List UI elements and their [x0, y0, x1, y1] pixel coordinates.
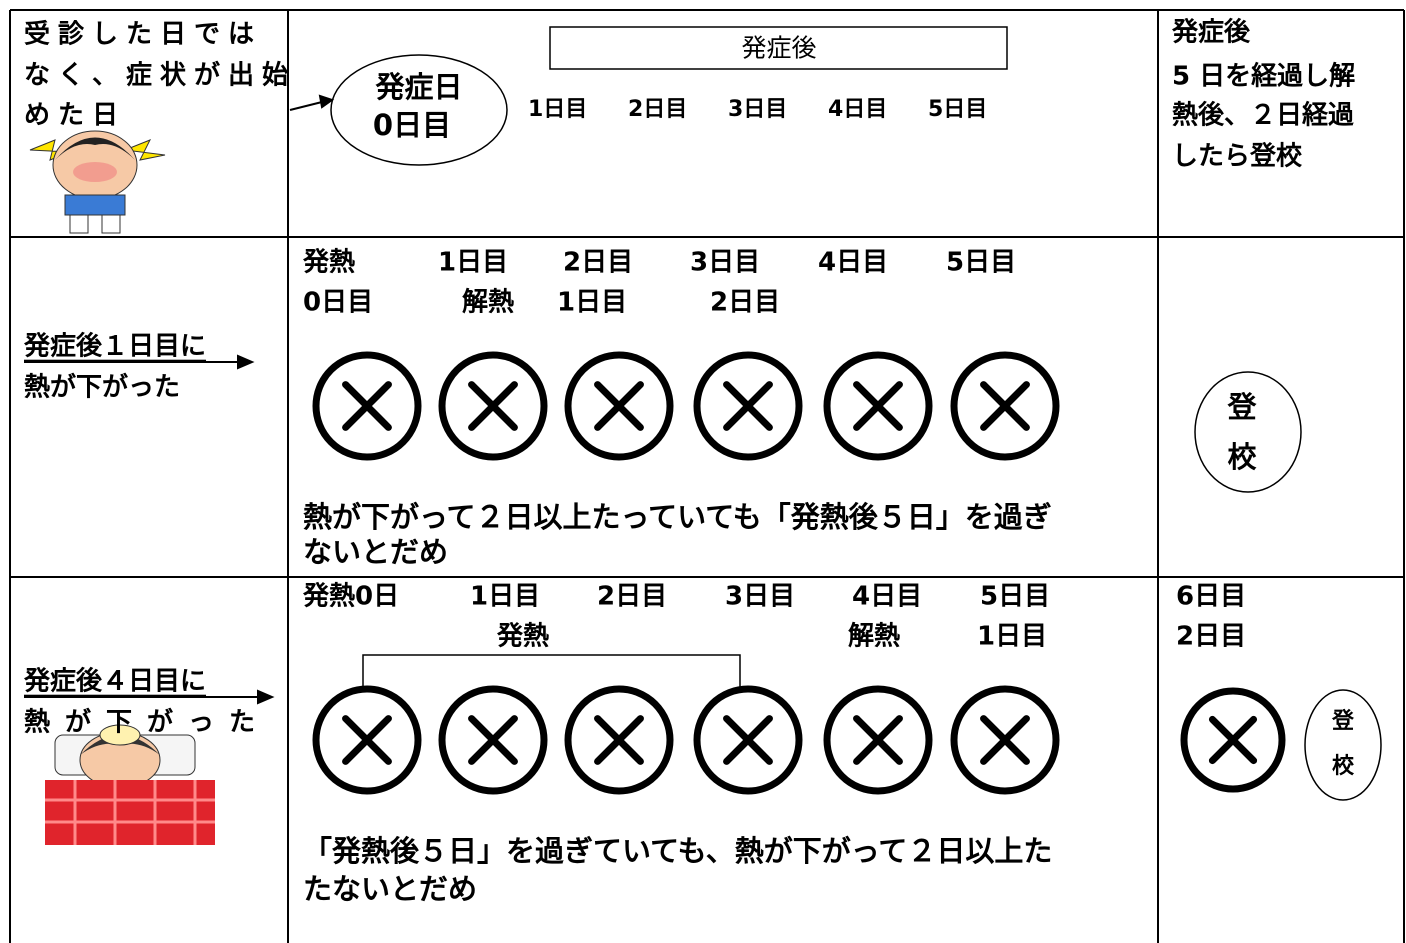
sub-label: 解熱: [462, 287, 515, 318]
x-circle: [1180, 687, 1286, 793]
x-circle: [693, 351, 803, 461]
onset-ellipse: [330, 54, 508, 166]
x-marks: [312, 351, 1286, 795]
day-label: 4日目: [852, 581, 923, 612]
day-label: 発熱0日: [303, 581, 400, 612]
day-label: 1日目: [528, 96, 588, 122]
day-label: 2日目: [597, 581, 668, 612]
result-text: 6日目: [1176, 581, 1247, 612]
badge-ellipse: [1304, 689, 1382, 801]
day-label: 5日目: [946, 247, 1017, 278]
x-circle: [438, 351, 548, 461]
result-text: 発症後: [1172, 17, 1251, 48]
day-label: 3日目: [725, 581, 796, 612]
onset-label: 発症日: [375, 70, 463, 105]
note-text: ないとだめ: [303, 535, 449, 570]
sub-label: 2日目: [710, 287, 781, 318]
result-text: 2日目: [1176, 621, 1247, 652]
fever-bracket: [362, 654, 741, 688]
badge-ellipse: [1194, 371, 1302, 493]
day-label: 5日目: [980, 581, 1051, 612]
header-label: 発症後: [741, 33, 817, 63]
x-circle: [564, 685, 674, 795]
day-label: 2日目: [628, 96, 688, 122]
sub-label: 発熱: [497, 621, 550, 652]
x-circle: [950, 351, 1060, 461]
x-circle: [693, 685, 803, 795]
header-box: [549, 26, 1008, 70]
day-label: 5日目: [928, 96, 988, 122]
note-text: 「発熱後５日」を過ぎていても、熱が下がって２日以上た: [303, 834, 1053, 869]
condition-text: 熱が下がった: [24, 372, 181, 403]
x-circle: [950, 685, 1060, 795]
boy-icon: [29, 130, 166, 234]
day-label: 3日目: [690, 247, 761, 278]
condition-text: めた日: [24, 100, 127, 131]
note-text: たないとだめ: [303, 872, 478, 907]
x-circle: [564, 351, 674, 461]
day-label: 4日目: [818, 247, 889, 278]
badge-text: 登: [1331, 708, 1355, 734]
sub-label: 解熱: [848, 621, 901, 652]
badge-text: 校: [1227, 440, 1257, 475]
x-circle: [823, 351, 933, 461]
onset-label: 0日目: [372, 108, 452, 143]
day-label: 1日目: [438, 247, 509, 278]
condition-text: 発症後１日目に: [24, 331, 207, 362]
condition-text: 受診した日では: [24, 19, 263, 50]
table-grid: [9, 9, 1405, 943]
x-circle: [312, 351, 422, 461]
condition-text: 発症後４日目に: [24, 666, 207, 697]
x-circle: [823, 685, 933, 795]
result-text: 熱後、２日経過: [1172, 100, 1355, 131]
result-text: 5 日を経過し解: [1172, 61, 1356, 92]
day-label: 4日目: [828, 96, 888, 122]
day-label: 発熱: [303, 247, 356, 278]
x-circle: [312, 685, 422, 795]
day-label: 3日目: [728, 96, 788, 122]
sub-label: 0日目: [303, 287, 374, 318]
sub-label: 1日目: [977, 621, 1048, 652]
day-label: 1日目: [470, 581, 541, 612]
x-circle: [438, 685, 548, 795]
result-text: したら登校: [1172, 141, 1303, 172]
condition-text: 熱が下がった: [24, 707, 271, 738]
sub-label: 1日目: [557, 287, 628, 318]
badge-text: 校: [1331, 753, 1355, 779]
day-label: 2日目: [563, 247, 634, 278]
sick-child-icon: [45, 724, 215, 845]
badge-text: 登: [1227, 390, 1257, 425]
note-text: 熱が下がって２日以上たっていても「発熱後５日」を過ぎ: [303, 500, 1052, 535]
arrows: [24, 94, 335, 705]
condition-text: なく、症状が出始: [24, 60, 297, 91]
